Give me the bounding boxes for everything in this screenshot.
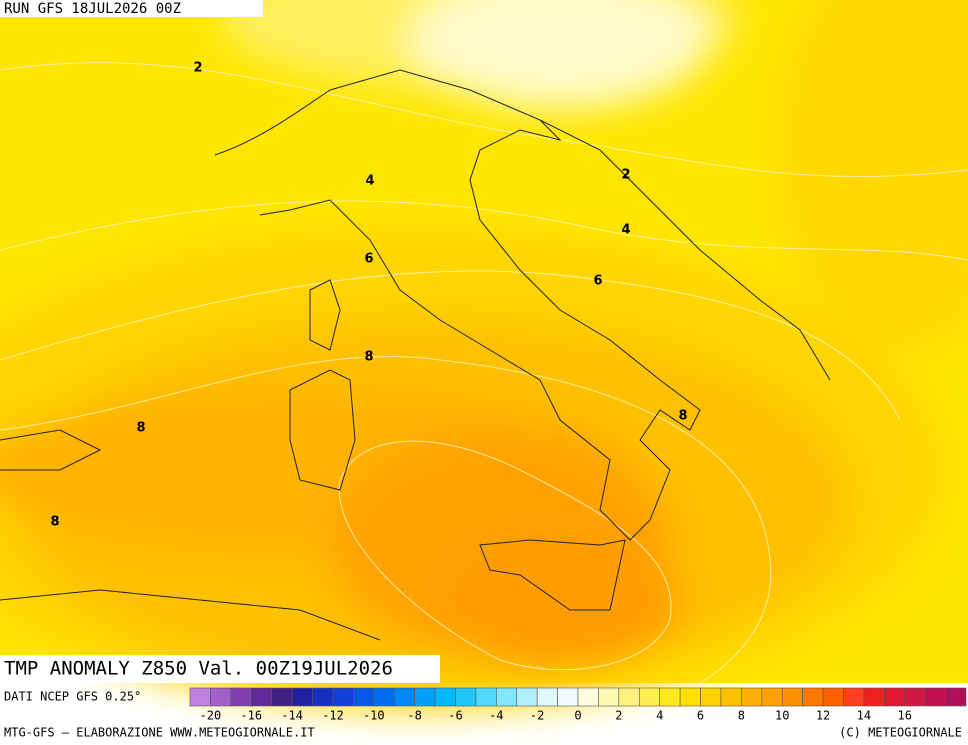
colorbar-label: -2 [530,709,544,723]
colorbar-swatch [945,687,967,707]
contour-label: 8 [50,515,59,530]
contour-label: 8 [678,409,687,424]
colorbar-swatch [250,687,272,707]
colorbar-swatch [700,687,722,707]
colorbar-swatch [189,687,211,707]
colorbar-label: -12 [322,709,344,723]
colorbar-label: 12 [816,709,830,723]
colorbar-swatch [741,687,763,707]
colorbar-swatch [475,687,497,707]
colorbar-swatch [638,687,660,707]
footer-right: (C) METEOGIORNALE [839,726,962,740]
colorbar-swatch [924,687,946,707]
colorbar-swatch [536,687,558,707]
contour-label: 8 [364,350,373,365]
colorbar-swatch [843,687,865,707]
colorbar-swatch [353,687,375,707]
colorbar-swatch [577,687,599,707]
colorbar-swatch [516,687,538,707]
colorbar-swatch [781,687,803,707]
colorbar-swatch [618,687,640,707]
colorbar-swatch [557,687,579,707]
colorbar-label: -8 [407,709,421,723]
colorbar-swatch [373,687,395,707]
coastlines [0,69,831,641]
colorbar-swatch [496,687,518,707]
colorbar-swatch [271,687,293,707]
colorbar: -20-16-14-12-10-8-6-4-2024681012141620 [189,687,967,723]
colorbar-swatch [679,687,701,707]
header-box [0,0,263,17]
contour-label: 4 [365,174,374,189]
colorbar-swatch [822,687,844,707]
colorbar-swatch [332,687,354,707]
contour-labels: 2 4 2 4 6 6 8 8 8 8 [50,61,687,530]
colorbar-swatch [393,687,415,707]
colorbar-label: -20 [200,709,222,723]
contour-label: 2 [621,168,630,183]
colorbar-label: 8 [738,709,745,723]
contour-label: 6 [364,252,373,267]
isolines [0,62,968,684]
colorbar-label: 10 [775,709,789,723]
colorbar-swatch [720,687,742,707]
contour-label: 8 [136,421,145,436]
footer-left: MTG-GFS — ELABORAZIONE WWW.METEOGIORNALE… [4,726,315,740]
colorbar-swatch [455,687,477,707]
colorbar-swatch [659,687,681,707]
colorbar-label: -14 [281,709,303,723]
colorbar-swatch [863,687,885,707]
contour-label: 4 [621,223,630,238]
colorbar-swatch [291,687,313,707]
colorbar-swatch [761,687,783,707]
colorbar-label: -6 [448,709,462,723]
colorbar-swatch [414,687,436,707]
colorbar-swatch [884,687,906,707]
map-title: TMP ANOMALY Z850 Val. 00Z19JUL2026 [4,658,393,680]
colorbar-swatch [802,687,824,707]
run-label: RUN GFS 18JUL2026 00Z [4,1,181,17]
colorbar-swatch [210,687,232,707]
colorbar-label: 0 [574,709,581,723]
colorbar-swatch [230,687,252,707]
colorbar-swatch [904,687,926,707]
colorbar-label: -4 [489,709,503,723]
colorbar-label: 4 [656,709,663,723]
colorbar-swatch [598,687,620,707]
colorbar-swatch [434,687,456,707]
contour-label: 2 [193,61,202,76]
colorbar-swatch [312,687,334,707]
colorbar-label: 16 [898,709,912,723]
colorbar-label: 2 [615,709,622,723]
source-label: DATI NCEP GFS 0.25° [4,690,141,704]
colorbar-label: 14 [857,709,871,723]
title-box [0,655,440,683]
contour-label: 6 [593,274,602,289]
colorbar-label: 6 [697,709,704,723]
colorbar-label: -10 [363,709,385,723]
colorbar-label: -16 [240,709,262,723]
anomaly-field [0,0,968,710]
